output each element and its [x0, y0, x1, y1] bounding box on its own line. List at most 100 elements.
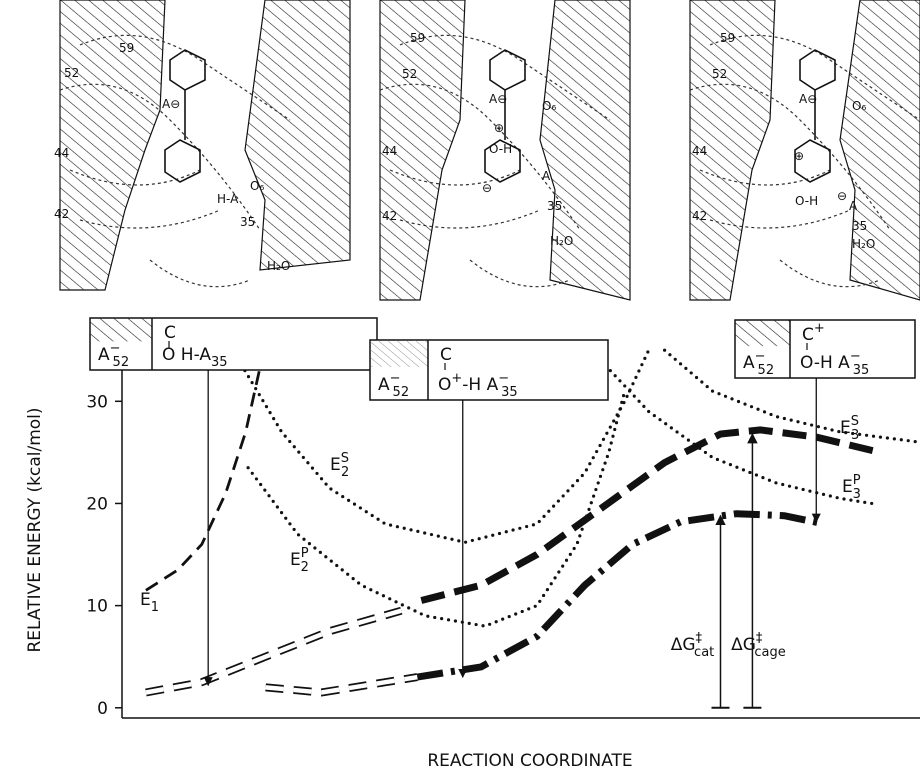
- curve: [146, 360, 262, 590]
- residue-label: 59: [720, 31, 735, 45]
- y-tick-label: 30: [86, 392, 108, 412]
- state-anion-part: −: [390, 371, 401, 386]
- curve-label-part: 2: [301, 560, 309, 575]
- residue-label: 44: [692, 144, 707, 158]
- state-anion-part: −: [110, 341, 121, 356]
- residue-label: H₂O: [852, 237, 875, 251]
- state-text-part: 35: [211, 355, 228, 370]
- structure-panel: 59 52 A⊖ 44 42 O₆ O-H ⊕ ⊖ A 35 H₂O: [380, 0, 630, 300]
- y-axis-label: RELATIVE ENERGY (kcal/mol): [25, 407, 45, 652]
- curve-inner: [146, 611, 401, 693]
- curve-label: E1: [140, 590, 159, 615]
- residue-label: 35: [240, 215, 255, 229]
- residue-label: A⊖: [799, 92, 817, 106]
- residue-label: 35: [547, 199, 562, 213]
- state-anion-part: 52: [393, 385, 410, 400]
- state-text-part: H-A: [175, 345, 211, 365]
- state-text-part: −: [498, 371, 509, 386]
- y-tick-label: 20: [86, 494, 108, 514]
- curve-label-part: P: [301, 546, 309, 561]
- y-tick-label: 10: [86, 597, 108, 617]
- state-text-part: −: [850, 349, 861, 364]
- residue-label: A: [542, 169, 551, 183]
- state-text: C: [164, 323, 176, 343]
- residue-label: 52: [712, 67, 727, 81]
- curve-label-part: S: [851, 414, 859, 429]
- residue-label: ⊕: [794, 149, 804, 163]
- residue-label: O₆: [852, 99, 866, 113]
- curve-label-part: 2: [341, 465, 349, 480]
- state-text-part: O: [438, 375, 451, 395]
- hatched-region: [840, 0, 920, 300]
- state-text-part: 35: [853, 363, 870, 378]
- state-text-part: +: [451, 371, 462, 386]
- curve: [248, 391, 625, 626]
- molecule: [485, 50, 525, 182]
- curve-label-part: 3: [853, 487, 861, 502]
- energy-label-part: ‡: [756, 631, 763, 646]
- state-text-part: 35: [501, 385, 518, 400]
- residue-label: A⊖: [162, 97, 180, 111]
- residue-label: H-A: [217, 192, 239, 206]
- energy-label: ΔG‡cat: [671, 631, 715, 660]
- state-text: C: [440, 345, 452, 365]
- residue-label: A⊖: [489, 92, 507, 106]
- curve-label-part: P: [853, 473, 861, 488]
- residue-label: ⊕: [494, 121, 504, 135]
- state-text-part: C: [164, 323, 176, 343]
- residue-label: 52: [64, 66, 79, 80]
- energy-label-part: cat: [694, 645, 714, 660]
- structure-panels: 5952A⊖4442O₆H-A35H₂O5952A⊖4442O₆O-H⊕⊖A35…: [54, 0, 920, 300]
- residue-label: ⊖: [837, 189, 847, 203]
- curve-label: EP2: [290, 546, 309, 575]
- hatched-region: [540, 0, 630, 300]
- x-axis-label: REACTION COORDINATE: [427, 751, 632, 771]
- energy-label: ΔG‡cage: [731, 631, 786, 660]
- energy-label-part: ‡: [696, 631, 703, 646]
- curve: [421, 430, 880, 601]
- state-anion-part: A: [98, 345, 110, 365]
- residue-label: 44: [54, 146, 69, 160]
- residue-label: O-H: [489, 142, 512, 156]
- curve-label-part: E: [140, 590, 151, 610]
- curve: [266, 677, 418, 692]
- state-hatch: [90, 318, 152, 341]
- state-anion-part: A: [743, 353, 755, 373]
- state-anion-part: A: [378, 375, 390, 395]
- state-text-part: C: [802, 325, 814, 345]
- state-anion-part: −: [755, 349, 766, 364]
- residue-label: H₂O: [267, 259, 290, 273]
- residue-label: 52: [402, 67, 417, 81]
- state-anion-part: 52: [113, 355, 130, 370]
- state-text-part: +: [814, 321, 825, 336]
- residue-label: 59: [119, 41, 134, 55]
- y-tick-label: 0: [97, 699, 108, 719]
- curve-label-part: E: [330, 455, 341, 475]
- energy-label-part: ΔG: [731, 635, 756, 655]
- state-text-part: C: [440, 345, 452, 365]
- residue-label: 44: [382, 144, 397, 158]
- residue-label: 35: [852, 219, 867, 233]
- residue-label: O-H: [795, 194, 818, 208]
- state-text-part: O-H A: [800, 353, 850, 373]
- residue-label: ⊖: [482, 181, 492, 195]
- curve-label-part: 3: [851, 428, 859, 443]
- state-text-part: -H A: [462, 375, 498, 395]
- curve-label-part: S: [341, 451, 349, 466]
- state-hatch: [370, 340, 428, 367]
- state-anion-part: 52: [758, 363, 775, 378]
- residue-label: A: [849, 199, 858, 213]
- residue-label: O₆: [542, 99, 556, 113]
- figure: 5952A⊖4442O₆H-A35H₂O5952A⊖4442O₆O-H⊕⊖A35…: [0, 0, 920, 775]
- curve-inner: [266, 677, 418, 692]
- curve-label-part: 1: [151, 600, 159, 615]
- hatched-region: [245, 0, 350, 270]
- residue-label: H₂O: [550, 234, 573, 248]
- residue-label: O₆: [250, 179, 264, 193]
- residue-label: 42: [382, 209, 397, 223]
- curve-label-part: E: [840, 418, 851, 438]
- residue-label: 59: [410, 31, 425, 45]
